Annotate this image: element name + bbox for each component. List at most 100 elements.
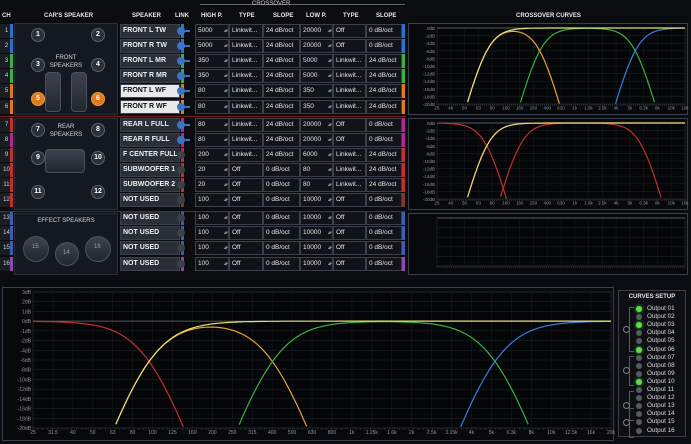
low-pass-slope-select[interactable]: 0 dB/oct	[366, 132, 402, 147]
speaker-name-field[interactable]: FRONT R TW	[120, 39, 180, 54]
high-pass-freq-field[interactable]: 80	[195, 99, 229, 114]
crossover-curves-front-graph[interactable]: 0dB -2dB -4dB -6dB -8dB -10dB -12dB -14dB -16dB -…	[408, 23, 689, 115]
high-pass-slope-select[interactable]: 24 dB/oct	[263, 24, 300, 38]
high-pass-type-select[interactable]: Off	[229, 178, 263, 192]
high-pass-type-select[interactable]: Linkwit...	[229, 24, 263, 38]
speaker-name-field[interactable]: NOT USED	[120, 226, 180, 241]
high-pass-freq-field[interactable]: 5000	[195, 24, 229, 38]
output-toggle-7[interactable]: Output 07	[636, 354, 675, 362]
low-pass-type-select[interactable]: Off	[333, 117, 366, 132]
low-pass-slope-select[interactable]: 0 dB/oct	[366, 24, 402, 38]
low-pass-freq-field[interactable]: 20000	[300, 117, 333, 132]
high-pass-type-select[interactable]: Linkwit...	[229, 84, 263, 99]
low-pass-slope-select[interactable]: 0 dB/oct	[366, 241, 402, 256]
low-pass-freq-field[interactable]: 80	[300, 162, 333, 177]
high-pass-freq-field[interactable]: 350	[195, 69, 229, 84]
high-pass-type-select[interactable]: Linkwit...	[229, 147, 263, 162]
low-pass-freq-field[interactable]: 20000	[300, 132, 333, 147]
high-pass-type-select[interactable]: Linkwit...	[229, 54, 263, 69]
low-pass-freq-field[interactable]: 10000	[300, 211, 333, 226]
link-toggle[interactable]	[177, 196, 185, 205]
high-pass-type-select[interactable]: Linkwit...	[229, 132, 263, 147]
low-pass-freq-field[interactable]: 20000	[300, 39, 333, 54]
high-pass-freq-field[interactable]: 100	[195, 211, 229, 226]
link-toggle[interactable]	[177, 214, 185, 223]
low-pass-type-select[interactable]: Off	[333, 24, 366, 38]
low-pass-type-select[interactable]: Off	[333, 39, 366, 54]
link-toggle[interactable]	[177, 259, 185, 268]
high-pass-freq-field[interactable]: 80	[195, 84, 229, 99]
output-toggle-6[interactable]: Output 06	[636, 346, 675, 354]
output-toggle-14[interactable]: Output 14	[636, 410, 675, 418]
output-toggle-12[interactable]: Output 12	[636, 394, 675, 402]
low-pass-type-select[interactable]: Linkwit...	[333, 178, 366, 192]
speaker-name-field[interactable]: REAR R FULL	[120, 132, 180, 147]
high-pass-type-select[interactable]: Off	[229, 162, 263, 177]
low-pass-slope-select[interactable]: 0 dB/oct	[366, 117, 402, 132]
speaker-2[interactable]: 2	[91, 28, 105, 42]
output-toggle-5[interactable]: Output 05	[636, 337, 675, 345]
link-toggle[interactable]	[177, 150, 185, 159]
speaker-name-field[interactable]: SUBWOOFER 1	[120, 162, 180, 177]
output-group-link-icon[interactable]	[623, 325, 630, 333]
high-pass-type-select[interactable]: Linkwit...	[229, 39, 263, 54]
high-pass-slope-select[interactable]: 24 dB/oct	[263, 147, 300, 162]
link-toggle[interactable]	[177, 87, 185, 96]
high-pass-type-select[interactable]: Off	[229, 193, 263, 208]
speaker-name-field[interactable]: NOT USED	[120, 256, 180, 271]
output-toggle-11[interactable]: Output 11	[636, 386, 674, 394]
speaker-name-field[interactable]: FRONT R MR	[120, 69, 180, 84]
low-pass-slope-select[interactable]: 0 dB/oct	[366, 211, 402, 226]
speaker-1[interactable]: 1	[31, 28, 45, 42]
speaker-name-field[interactable]: NOT USED	[120, 211, 180, 226]
high-pass-slope-select[interactable]: 0 dB/oct	[263, 226, 300, 241]
speaker-name-field[interactable]: FRONT L WF	[120, 84, 180, 99]
speaker-11[interactable]: 11	[31, 185, 45, 199]
low-pass-freq-field[interactable]: 5000	[300, 69, 333, 84]
high-pass-slope-select[interactable]: 24 dB/oct	[263, 132, 300, 147]
low-pass-type-select[interactable]: Off	[333, 132, 366, 147]
low-pass-type-select[interactable]: Off	[333, 241, 366, 256]
low-pass-freq-field[interactable]: 350	[300, 84, 333, 99]
output-toggle-15[interactable]: Output 15	[636, 418, 675, 426]
output-toggle-4[interactable]: Output 04	[636, 329, 675, 337]
low-pass-slope-select[interactable]: 24 dB/oct	[366, 162, 402, 177]
crossover-curves-rear-graph[interactable]: 0dB -2dB -4dB -6dB -8dB -10dB -12dB -14dB -16dB -…	[408, 118, 689, 210]
low-pass-slope-select[interactable]: 24 dB/oct	[366, 99, 402, 114]
high-pass-slope-select[interactable]: 0 dB/oct	[263, 256, 300, 271]
output-toggle-16[interactable]: Output 16	[636, 427, 675, 435]
link-toggle[interactable]	[177, 72, 185, 81]
high-pass-slope-select[interactable]: 0 dB/oct	[263, 211, 300, 226]
high-pass-freq-field[interactable]: 100	[195, 226, 229, 241]
link-toggle[interactable]	[177, 102, 185, 111]
link-toggle[interactable]	[177, 229, 185, 238]
output-group-link-icon[interactable]	[623, 402, 630, 409]
high-pass-slope-select[interactable]: 24 dB/oct	[263, 99, 300, 114]
low-pass-type-select[interactable]: Off	[333, 226, 366, 241]
speaker-3[interactable]: 3	[31, 58, 45, 72]
high-pass-freq-field[interactable]: 20	[195, 162, 229, 177]
low-pass-freq-field[interactable]: 10000	[300, 241, 333, 256]
low-pass-type-select[interactable]: Off	[333, 193, 366, 208]
high-pass-type-select[interactable]: Off	[229, 211, 263, 226]
high-pass-slope-select[interactable]: 24 dB/oct	[263, 39, 300, 54]
low-pass-slope-select[interactable]: 24 dB/oct	[366, 54, 402, 69]
low-pass-type-select[interactable]: Linkwit...	[333, 54, 366, 69]
output-group-link-icon[interactable]	[623, 367, 630, 374]
output-toggle-10[interactable]: Output 10	[636, 378, 675, 386]
low-pass-slope-select[interactable]: 24 dB/oct	[366, 84, 402, 99]
link-toggle[interactable]	[177, 57, 185, 66]
low-pass-freq-field[interactable]: 10000	[300, 226, 333, 241]
low-pass-freq-field[interactable]: 10000	[300, 256, 333, 271]
high-pass-freq-field[interactable]: 80	[195, 117, 229, 132]
high-pass-slope-select[interactable]: 0 dB/oct	[263, 241, 300, 256]
high-pass-freq-field[interactable]: 100	[195, 256, 229, 271]
crossover-curves-effect-graph[interactable]	[408, 213, 688, 275]
speaker-7[interactable]: 7	[31, 123, 45, 137]
output-group-link-icon[interactable]	[623, 419, 630, 426]
low-pass-freq-field[interactable]: 80	[300, 178, 333, 192]
high-pass-type-select[interactable]: Off	[229, 256, 263, 271]
output-toggle-8[interactable]: Output 08	[636, 362, 675, 370]
speaker-name-field[interactable]: FRONT R WF	[120, 99, 180, 114]
link-toggle[interactable]	[177, 244, 185, 253]
